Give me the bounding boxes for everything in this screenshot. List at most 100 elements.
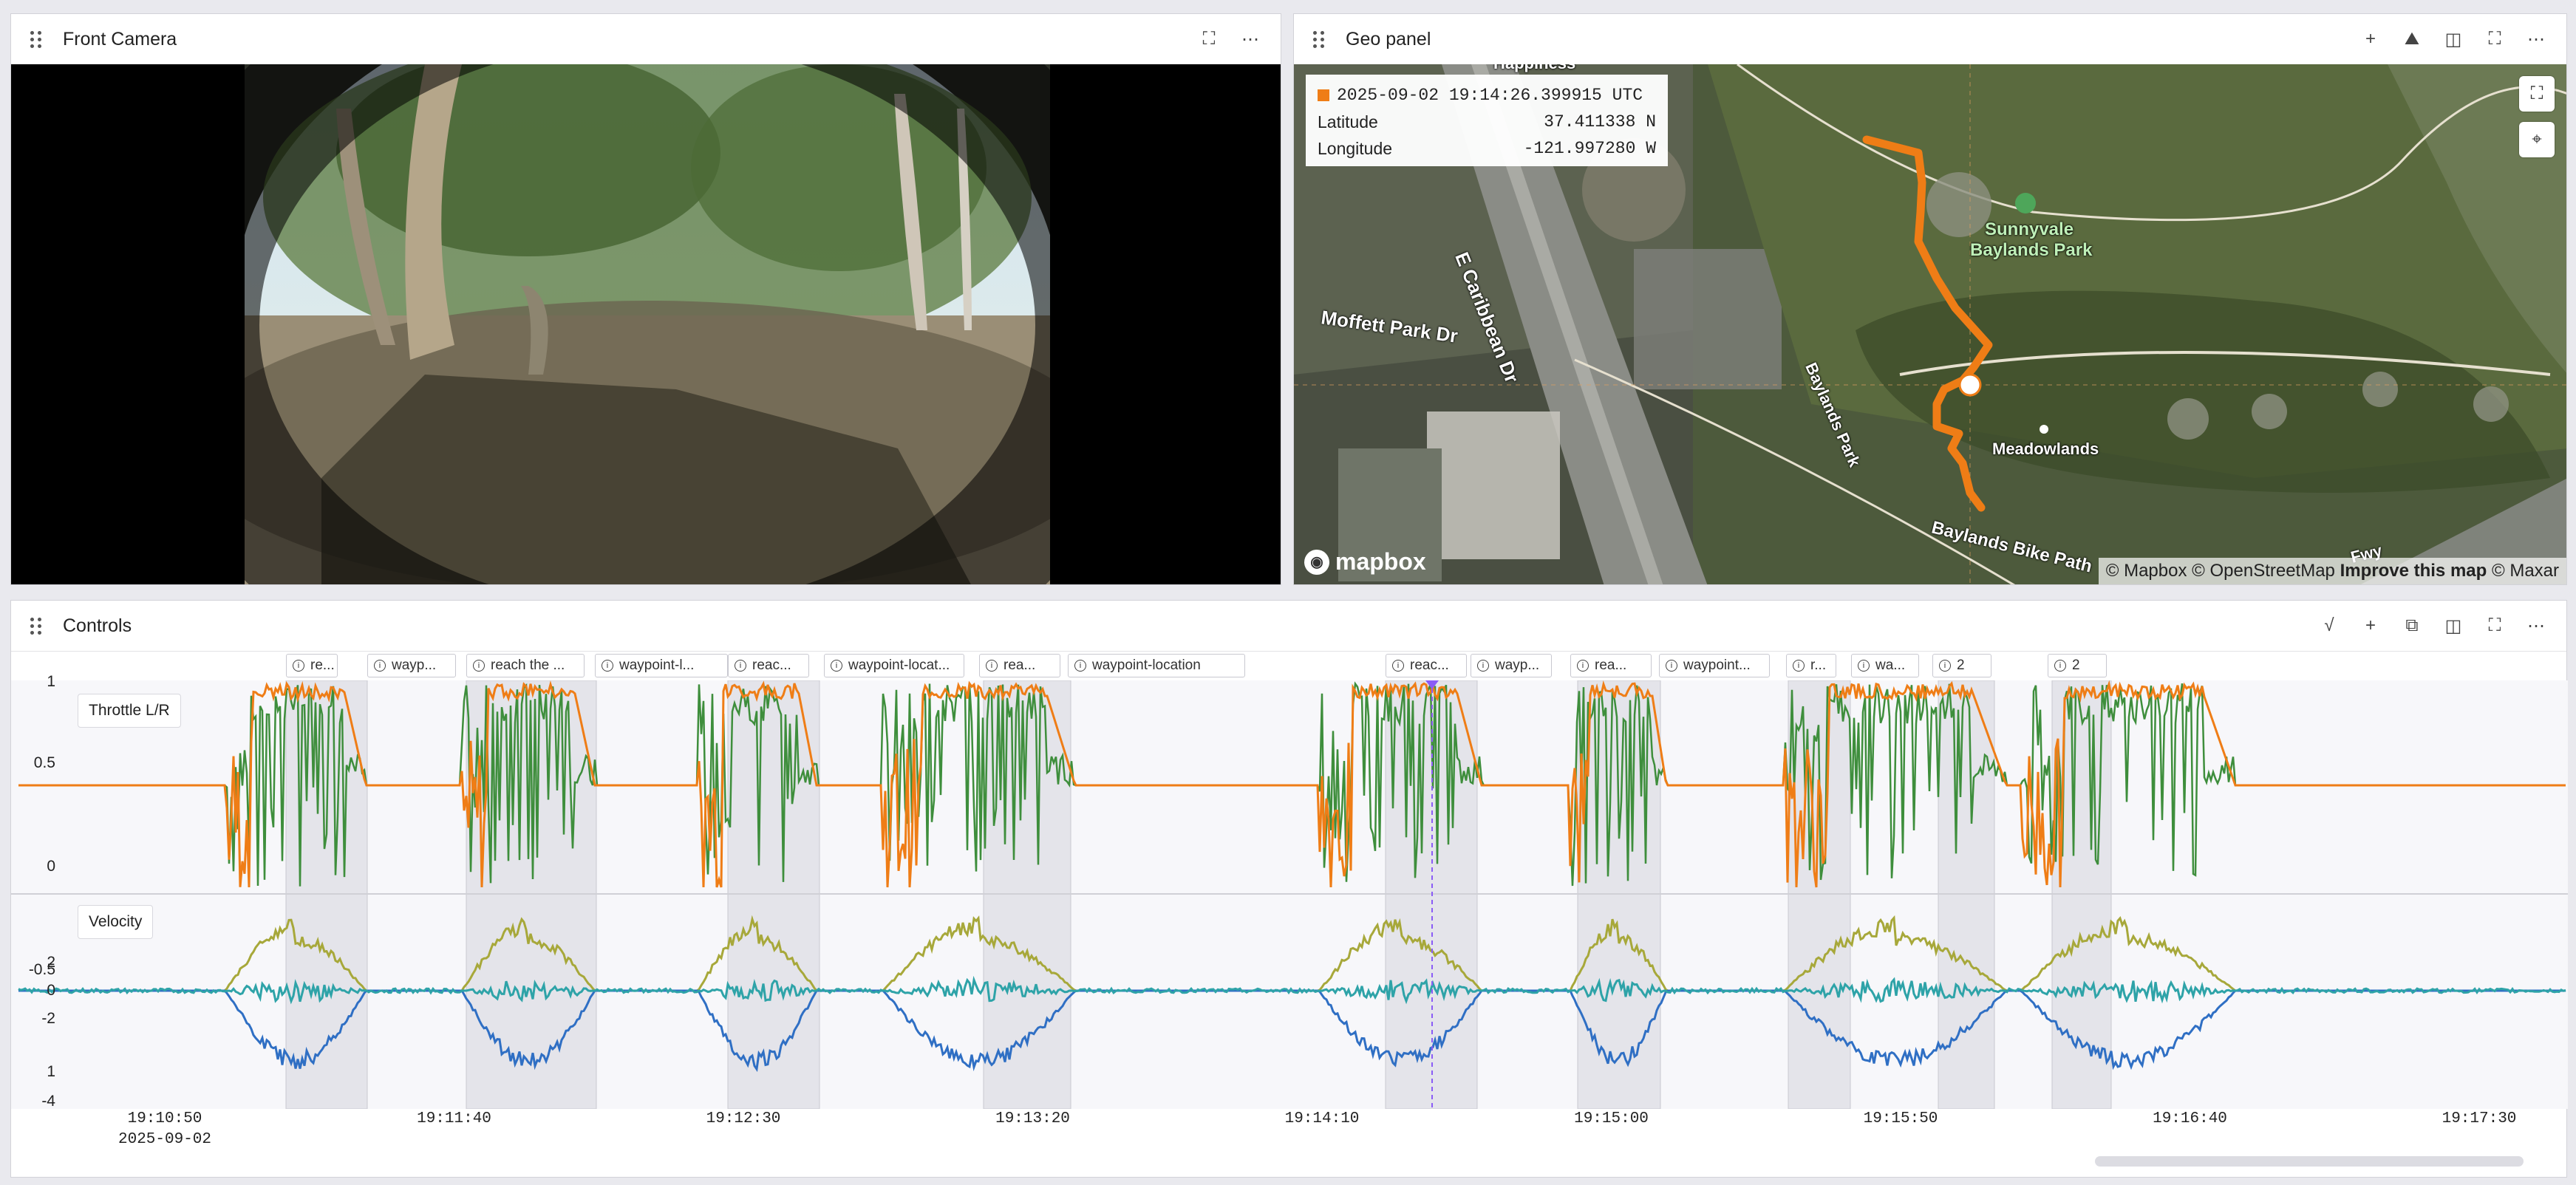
time-series-plots [11,680,2568,1109]
x-tick-label: 19:12:30 [706,1110,781,1127]
y-tick-label: 2 [47,954,55,971]
position-readout: 2025-09-02 19:14:26.399915 UTC Latitude 3… [1306,75,1668,166]
plot2-label: Velocity [78,905,154,939]
readout-timestamp: 2025-09-02 19:14:26.399915 UTC [1337,86,1643,105]
map-layers-icon[interactable]: ⛰ [2404,29,2420,49]
x-tick-label: 19:17:30 [2442,1110,2517,1127]
horizontal-scrollbar[interactable] [2095,1156,2524,1167]
longitude-value: -121.997280 W [1523,139,1656,158]
info-icon: i [1939,660,1951,672]
info-icon: i [293,660,304,672]
y-tick-label: 1 [47,1063,55,1080]
mapbox-logo-text: mapbox [1335,548,1426,575]
more-options-icon[interactable]: ⋯ [1241,29,1259,49]
event-label: wayp... [392,658,437,673]
event-marker[interactable]: i reac... [1386,654,1467,677]
attribution-osm[interactable]: © OpenStreetMap [2192,561,2335,581]
camera-view [11,64,1281,584]
event-annotations-row: i re... i wayp... i reach the ... i waypoint-l.… [11,651,2566,682]
event-marker[interactable]: i rea... [1570,654,1652,677]
event-marker[interactable]: i waypoint... [1659,654,1770,677]
x-tick-label: 19:13:20 [995,1110,1070,1127]
event-marker[interactable]: i waypoint-l... [595,654,728,677]
event-label: re... [310,658,335,673]
mapbox-logo: ◉ mapbox [1304,548,1426,576]
fullscreen-icon[interactable]: ⛶ [2488,29,2501,49]
event-label: 2 [2072,658,2080,673]
x-axis-date: 2025-09-02 [117,1131,212,1148]
throttle-series-orange [18,680,2566,888]
fullscreen-icon[interactable]: ⛶ [1202,29,1216,49]
function-icon[interactable]: √ [2324,615,2334,635]
sidebar-icon[interactable]: ◫ [2444,615,2462,636]
event-marker[interactable]: i wayp... [367,654,456,677]
event-label: waypoint... [1683,658,1751,673]
event-marker[interactable]: i wa... [1851,654,1919,677]
geo-panel-title: Geo panel [1346,28,1431,49]
controls-panel-title: Controls [63,615,132,636]
event-marker[interactable]: i waypoint-locat... [824,654,964,677]
map-label-happiness: Happiness [1493,64,1575,73]
map-location-button[interactable]: ⌖ [2519,122,2555,157]
geo-panel: Geo panel + ⛰ ◫ ⛶ ⋯ [1293,13,2567,585]
velocity-series-teal [18,975,2566,1005]
event-label: rea... [1595,658,1627,673]
map-attribution: © Mapbox © OpenStreetMap Improve this ma… [2098,558,2566,584]
map-label-meadowlands: Meadowlands [1992,440,2099,458]
event-label: waypoint-l... [619,658,695,673]
drag-handle-icon[interactable] [1313,30,1328,48]
event-label: 2 [1957,658,1965,673]
attribution-improve[interactable]: Improve this map [2340,561,2487,581]
y-tick-label: -0.5 [28,961,55,978]
event-label: waypoint-location [1092,658,1201,673]
event-marker[interactable]: i wayp... [1471,654,1552,677]
info-icon: i [986,660,998,672]
attribution-mapbox[interactable]: © Mapbox [2105,561,2187,581]
attribution-maxar[interactable]: © Maxar [2491,561,2559,581]
longitude-label: Longitude [1318,138,1393,158]
time-cursor-handle [1425,680,1439,689]
camera-panel-title: Front Camera [63,28,177,49]
drag-handle-icon[interactable] [30,617,45,635]
map-label-sunnyvale-2: Baylands Park [1970,240,2093,260]
event-label: reach the ... [491,658,565,673]
info-icon: i [1392,660,1404,672]
series-color-swatch [1318,89,1329,101]
sidebar-icon[interactable]: ◫ [2444,29,2462,49]
info-icon: i [1666,660,1677,672]
event-marker[interactable]: i reac... [728,654,809,677]
drag-handle-icon[interactable] [30,30,45,48]
more-options-icon[interactable]: ⋯ [2527,29,2545,49]
y-tick-label: -2 [41,1010,55,1027]
event-label: reac... [752,658,791,673]
fullscreen-icon[interactable]: ⛶ [2488,615,2501,635]
split-panel-icon[interactable]: ⧉ [2405,615,2419,635]
event-marker[interactable]: i waypoint-location [1068,654,1245,677]
event-marker[interactable]: i reach the ... [466,654,585,677]
add-icon[interactable]: + [2365,29,2376,49]
event-label: r... [1810,658,1827,673]
x-tick-label: 19:10:50 [127,1110,202,1127]
info-icon: i [831,660,842,672]
controls-panel: Controls √ + ⧉ ◫ ⛶ ⋯ i re... i wayp... i reac… [10,600,2568,1178]
x-tick-label: 19:11:40 [417,1110,491,1127]
x-tick-label: 19:14:10 [1284,1110,1360,1127]
more-options-icon[interactable]: ⋯ [2527,615,2545,636]
info-icon: i [374,660,386,672]
map-view[interactable]: Happiness Moffett Park Dr E Caribbean Dr… [1294,64,2566,584]
geo-panel-header: Geo panel + ⛰ ◫ ⛶ ⋯ [1294,14,2566,65]
event-marker[interactable]: i rea... [979,654,1060,677]
latitude-label: Latitude [1318,112,1378,132]
map-label-sunnyvale-1: Sunnyvale [1985,219,2074,239]
y-tick-label: 0.5 [33,754,55,771]
map-fullscreen-button[interactable]: ⛶ [2519,76,2555,112]
event-label: rea... [1004,658,1036,673]
x-tick-label: 19:15:00 [1574,1110,1649,1127]
event-marker[interactable]: i r... [1786,654,1836,677]
event-label: wayp... [1495,658,1540,673]
event-marker[interactable]: i re... [286,654,338,677]
info-icon: i [1477,660,1489,672]
add-icon[interactable]: + [2365,615,2376,635]
